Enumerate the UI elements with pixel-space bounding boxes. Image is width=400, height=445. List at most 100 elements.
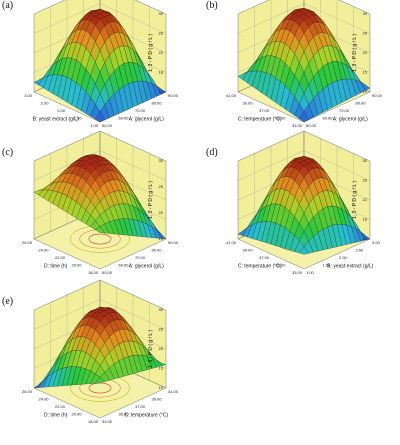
z-tick-label: 20: [159, 210, 164, 215]
panel-label: (b): [206, 0, 218, 11]
z-tick-label: 10: [159, 385, 164, 390]
z-tick-label: 26: [159, 31, 164, 36]
x-tick-label: 35.00: [275, 116, 286, 121]
y-tick-label: 2.00: [339, 255, 348, 260]
x-tick-label: 41.00: [226, 240, 237, 245]
z-tick-label: 10: [363, 89, 368, 94]
x-tick-label: 1.00: [90, 123, 99, 128]
z-tick-label: 15: [159, 366, 164, 371]
y-axis-label: C: temperature (°C): [124, 413, 168, 419]
surface-panel-d: (d) 14 18 22 26 30 33.00 35.00 37.00 39.00 41.00 1…: [204, 130, 400, 292]
z-tick-label: 20: [363, 50, 368, 55]
y-axis-label: A: glycerol (g/L): [129, 117, 164, 123]
x-tick-label: 39.00: [242, 101, 253, 106]
z-tick-label: 30: [159, 158, 164, 163]
z-tick-label: 18: [363, 217, 368, 222]
y-tick-label: 41.00: [168, 389, 179, 394]
panel-label: (e): [2, 296, 14, 307]
surface-cell: [95, 226, 105, 234]
wall-gridline: [33, 0, 167, 15]
x-axis-label: D: time (h): [44, 413, 68, 419]
z-tick-label: 20: [159, 346, 164, 351]
x-tick-label: 41.00: [226, 93, 237, 98]
surface-panel-e: (e) 10 15 20 25 30 18.00 20.00 22.00 24.00 26.00 3…: [0, 279, 196, 441]
wall-gridline: [237, 0, 371, 15]
z-tick-label: 25: [159, 327, 164, 332]
x-axis-label: B: yeast extract (g/L): [33, 117, 79, 123]
y-axis-label: B: yeast extract (g/L): [327, 264, 373, 270]
surface-plot-a: 14 18 22 26 30 1.00 1.50 2.00 2.50 3.00 50.00 60.00…: [24, 0, 179, 128]
panel-label: (d): [206, 147, 218, 158]
z-tick-label: 18: [159, 70, 164, 75]
x-tick-label: 39.00: [242, 248, 253, 253]
z-tick-label: 14: [159, 89, 164, 94]
x-tick-label: 22.00: [55, 404, 66, 409]
surface-cell: [95, 111, 105, 123]
y-tick-label: 50.00: [102, 270, 113, 275]
z-tick-label: 30: [159, 307, 164, 312]
surface-cell: [299, 111, 309, 123]
z-tick-label: 22: [363, 197, 368, 202]
z-tick-label: 14: [363, 236, 368, 241]
y-tick-label: 3.00: [372, 240, 381, 245]
y-tick-label: 50.00: [102, 123, 113, 128]
x-tick-label: 37.00: [259, 255, 270, 260]
y-tick-label: 50.00: [306, 123, 317, 128]
x-axis-label: C: temperature (°C): [238, 117, 282, 123]
y-tick-label: 70.00: [135, 255, 146, 260]
y-tick-label: 80.00: [356, 101, 367, 106]
y-tick-label: 1.50: [323, 263, 332, 268]
y-tick-label: 80.00: [152, 248, 163, 253]
x-axis-label: D: time (h): [44, 264, 68, 270]
z-axis-label: 1, 3 - P D ( g / L ): [148, 34, 154, 72]
y-tick-label: 80.00: [152, 101, 163, 106]
x-tick-label: 1.50: [74, 116, 83, 121]
z-tick-label: 26: [363, 178, 368, 183]
surface-plot-b: 10 15 20 25 30 33.00 35.00 37.00 39.00 41.00 50.00…: [226, 0, 383, 128]
panel-label: (c): [2, 147, 14, 158]
y-tick-label: 35.00: [119, 412, 130, 417]
x-tick-label: 20.00: [71, 263, 82, 268]
y-tick-label: 33.00: [102, 419, 113, 424]
x-tick-label: 26.00: [22, 389, 33, 394]
y-tick-label: 2.50: [356, 248, 365, 253]
panel-label: (a): [2, 0, 14, 11]
y-tick-label: 60.00: [323, 116, 334, 121]
x-tick-label: 2.50: [41, 101, 50, 106]
x-tick-label: 18.00: [88, 270, 99, 275]
z-axis-label: 1, 3 - P D ( g / L ): [352, 34, 358, 72]
surface-cell: [95, 377, 105, 384]
x-tick-label: 24.00: [38, 248, 49, 253]
surface-cell: [299, 246, 309, 255]
z-axis-label: 1, 3 - P D ( g / L ): [148, 181, 154, 219]
y-tick-label: 90.00: [168, 93, 179, 98]
y-tick-label: 1.00: [306, 270, 315, 275]
x-tick-label: 24.00: [38, 397, 49, 402]
y-tick-label: 39.00: [152, 397, 163, 402]
z-tick-label: 30: [363, 158, 368, 163]
y-axis-label: A: glycerol (g/L): [129, 264, 164, 270]
x-tick-label: 2.00: [57, 108, 66, 113]
z-tick-label: 30: [159, 11, 164, 16]
x-tick-label: 37.00: [259, 108, 270, 113]
y-tick-label: 90.00: [168, 240, 179, 245]
surface-plot-e: 10 15 20 25 30 18.00 20.00 22.00 24.00 26.00 33.00…: [22, 279, 179, 424]
x-tick-label: 20.00: [71, 412, 82, 417]
z-tick-label: 25: [363, 31, 368, 36]
x-tick-label: 22.00: [55, 255, 66, 260]
z-axis-label: 1, 3 - P D ( g / L ): [352, 181, 358, 219]
y-axis-label: A: glycerol (g/L): [333, 117, 368, 123]
z-tick-label: 15: [159, 236, 164, 241]
z-tick-label: 30: [363, 11, 368, 16]
z-tick-label: 22: [159, 50, 164, 55]
surface-plot-c: 15 20 25 30 18.00 20.00 22.00 24.00 26.00 50.00 60…: [22, 130, 179, 275]
z-tick-label: 25: [159, 184, 164, 189]
x-tick-label: 3.00: [24, 93, 33, 98]
z-axis-label: 1, 3 - P D ( g / L ): [148, 330, 154, 368]
y-tick-label: 37.00: [135, 404, 146, 409]
y-tick-label: 60.00: [119, 116, 130, 121]
x-tick-label: 26.00: [22, 240, 33, 245]
y-tick-label: 60.00: [119, 263, 130, 268]
surface-panel-a: (a) 14 18 22 26 30 1.00 1.50 2.00 2.50 3.00 50.00 6…: [0, 0, 196, 145]
surface-panel-b: (b) 10 15 20 25 30 33.00 35.00 37.00 39.00 41.00 5…: [204, 0, 400, 145]
